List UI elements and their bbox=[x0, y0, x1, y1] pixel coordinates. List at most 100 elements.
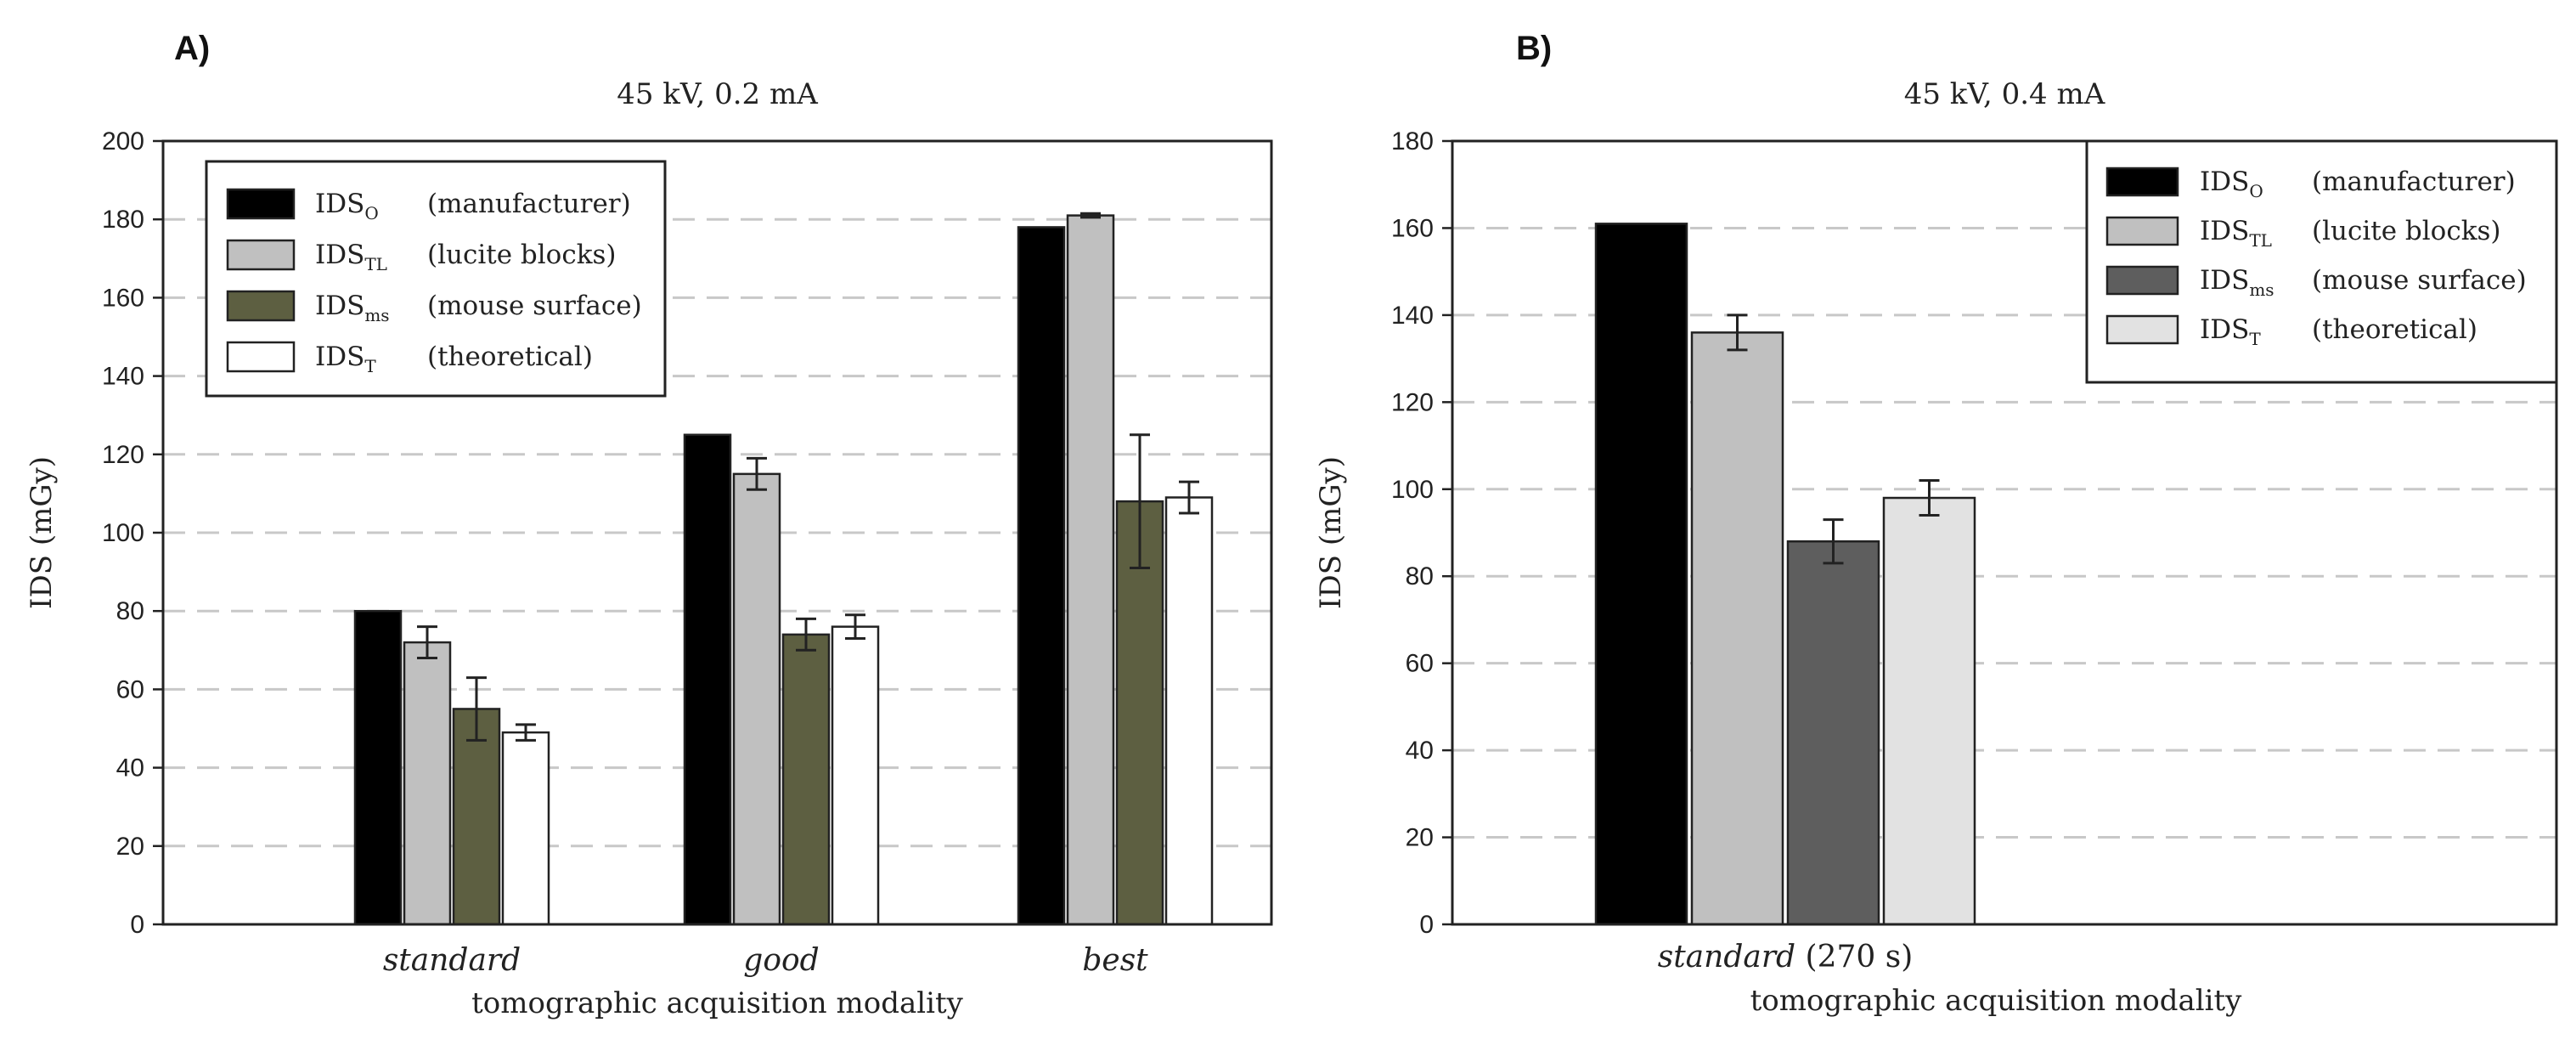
bar-o-standard bbox=[1594, 223, 1688, 926]
plot-frame bbox=[161, 139, 1273, 926]
legend-name-subscript: T bbox=[2249, 329, 2261, 349]
category-label-suffix: (270 s) bbox=[1795, 940, 1913, 974]
legend: IDSO (manufacturer)IDSTL (lucite blocks)ID… bbox=[2085, 139, 2558, 384]
bar-ms-good bbox=[781, 633, 831, 926]
bar-tl-best bbox=[1066, 214, 1115, 926]
y-tick-label: 140 bbox=[102, 363, 144, 391]
bar-t-good bbox=[831, 625, 880, 926]
y-tick-label: 60 bbox=[1406, 650, 1434, 678]
legend-swatch-ms bbox=[2105, 265, 2179, 296]
legend-name-subscript: TL bbox=[364, 254, 387, 274]
y-tick-label: 200 bbox=[102, 127, 144, 155]
panel-label: A) bbox=[174, 30, 210, 67]
panel-label: B) bbox=[1516, 30, 1552, 67]
legend-series-name: IDSTL bbox=[2200, 216, 2272, 251]
legend-series-desc: (lucite blocks) bbox=[427, 240, 616, 270]
bar-o-standard bbox=[353, 609, 403, 926]
chart-panel-a: A) 45 kV, 0.2 mA 0 20 40 60 80 100 120 140 160 180 2… bbox=[25, 30, 1273, 1020]
legend-name-base: IDS bbox=[2200, 265, 2249, 296]
legend-swatch-ms bbox=[226, 290, 296, 322]
legend-series-name: IDSO bbox=[315, 189, 379, 223]
y-tick-label: 100 bbox=[102, 519, 144, 547]
y-tick-label: 80 bbox=[1406, 562, 1434, 590]
y-tick-label: 80 bbox=[116, 597, 144, 625]
legend-series-name: IDSms bbox=[2200, 265, 2274, 300]
category-label: standard bbox=[383, 943, 521, 978]
legend-swatch-t bbox=[226, 341, 296, 373]
legend-series-name: IDSTL bbox=[315, 240, 387, 274]
bar-tl-standard bbox=[403, 641, 452, 926]
bar-o-best bbox=[1017, 226, 1066, 926]
y-tick-label: 180 bbox=[102, 206, 144, 234]
legend-name-subscript: ms bbox=[364, 305, 389, 325]
category-label-name: standard bbox=[1658, 940, 1795, 974]
legend-name-base: IDS bbox=[315, 342, 364, 372]
legend-name-subscript: TL bbox=[2249, 230, 2272, 251]
legend-name-subscript: O bbox=[2249, 181, 2263, 201]
legend-name-base: IDS bbox=[315, 291, 364, 321]
legend-name-base: IDS bbox=[315, 189, 364, 219]
y-tick-label: 160 bbox=[1391, 214, 1434, 242]
legend-series-desc: (mouse surface) bbox=[2312, 265, 2527, 296]
legend-swatch-tl bbox=[2105, 216, 2179, 246]
chart-panel-b: B) 45 kV, 0.4 mA 0 20 40 60 80 100 120 140 160 180 I… bbox=[1314, 30, 2558, 1018]
legend-name-subscript: T bbox=[364, 356, 376, 376]
category-label-name: good bbox=[743, 943, 819, 978]
category-label: best bbox=[1082, 943, 1148, 978]
bar-t-standard bbox=[501, 731, 550, 926]
y-tick-label: 0 bbox=[130, 911, 144, 939]
legend-swatch-t bbox=[2105, 314, 2179, 345]
y-tick-label: 20 bbox=[1406, 824, 1434, 852]
bar-ms-best bbox=[1115, 500, 1164, 926]
bar-o-good bbox=[683, 433, 732, 926]
legend-swatch-tl bbox=[226, 239, 296, 271]
legend-name-base: IDS bbox=[315, 240, 364, 270]
y-tick-label: 40 bbox=[1406, 737, 1434, 765]
category-label-name: best bbox=[1082, 943, 1148, 978]
legend-series-name: IDSms bbox=[315, 291, 390, 325]
legend-series-desc: (theoretical) bbox=[2312, 314, 2477, 345]
legend-series-desc: (theoretical) bbox=[427, 342, 593, 372]
legend-series-desc: (lucite blocks) bbox=[2312, 216, 2500, 246]
y-tick-label: 120 bbox=[102, 441, 144, 469]
legend-name-subscript: O bbox=[364, 203, 378, 223]
legend-swatch-o bbox=[2105, 167, 2179, 197]
category-label: standard (270 s) bbox=[1658, 940, 1914, 974]
legend-series-desc: (manufacturer) bbox=[427, 189, 631, 219]
y-tick-label: 140 bbox=[1391, 302, 1434, 330]
legend-name-base: IDS bbox=[2200, 167, 2249, 197]
legend-series-name: IDSO bbox=[2200, 167, 2263, 201]
legend-series-name: IDST bbox=[2200, 314, 2261, 349]
y-tick-label: 100 bbox=[1391, 476, 1434, 504]
x-axis-label: tomographic acquisition modality bbox=[471, 986, 964, 1020]
y-axis-label: IDS (mGy) bbox=[25, 456, 59, 609]
y-tick-label: 180 bbox=[1391, 127, 1434, 155]
legend-series-name: IDST bbox=[315, 342, 376, 376]
bar-tl-good bbox=[732, 472, 781, 926]
y-tick-label: 160 bbox=[102, 284, 144, 312]
y-tick-label: 0 bbox=[1419, 911, 1434, 939]
bar-t-best bbox=[1164, 496, 1214, 926]
category-label: good bbox=[743, 943, 819, 978]
x-axis-label: tomographic acquisition modality bbox=[1750, 984, 2243, 1018]
y-tick-label: 60 bbox=[116, 675, 144, 703]
bar-ms-standard bbox=[1786, 539, 1880, 926]
chart-title: 45 kV, 0.2 mA bbox=[617, 77, 818, 111]
legend-name-base: IDS bbox=[2200, 216, 2249, 246]
plot-frame bbox=[1451, 139, 2558, 926]
chart-title: 45 kV, 0.4 mA bbox=[1904, 77, 2105, 111]
bar-t-standard bbox=[1882, 496, 1976, 926]
legend-swatch-o bbox=[226, 188, 296, 220]
y-tick-label: 120 bbox=[1391, 388, 1434, 416]
y-tick-label: 40 bbox=[116, 754, 144, 782]
legend-name-subscript: ms bbox=[2249, 280, 2274, 300]
bar-ms-standard bbox=[452, 708, 501, 926]
legend: IDSO (manufacturer)IDSTL (lucite blocks)ID… bbox=[205, 160, 667, 398]
legend-series-desc: (manufacturer) bbox=[2312, 167, 2516, 197]
category-label-name: standard bbox=[383, 943, 521, 978]
y-tick-label: 20 bbox=[116, 833, 144, 861]
legend-name-base: IDS bbox=[2200, 314, 2249, 345]
bar-tl-standard bbox=[1690, 331, 1784, 926]
